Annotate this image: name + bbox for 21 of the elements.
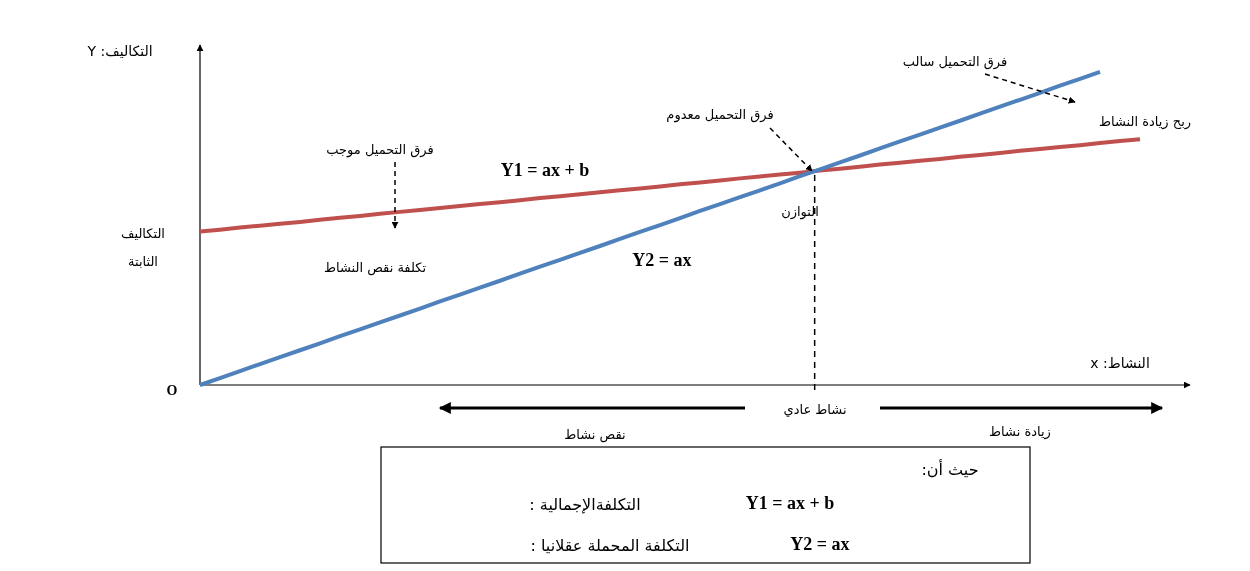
- x-axis-title: النشاط: x: [1090, 355, 1150, 371]
- text: Y2 = ax: [790, 534, 850, 555]
- text: نشاط عادي: [783, 401, 847, 417]
- series-label: Y2 = ax: [632, 250, 692, 271]
- annotation: تكلفة نقص النشاط: [323, 259, 427, 276]
- text: نقص نشاط: [564, 426, 626, 443]
- text: التكلفةالإجمالية :: [529, 494, 641, 514]
- text: الثابتة: [128, 253, 158, 269]
- annotation: فرق التحميل معدوم: [666, 106, 774, 123]
- annotation: فرق التحميل موجب: [326, 141, 434, 158]
- annotation: ربح زيادة النشاط: [1098, 113, 1192, 130]
- text: التكاليف: [121, 225, 165, 241]
- text: Y1 = ax + b: [745, 493, 835, 514]
- text: زيادة نشاط: [989, 423, 1051, 440]
- text: التكلفة المحملة عقلانيا :: [530, 535, 690, 555]
- text: حيث أن:: [921, 458, 979, 479]
- series-label: Y1 = ax + b: [500, 160, 590, 181]
- annotation: التوازن: [781, 203, 819, 220]
- text: O: [166, 383, 178, 399]
- text: فرق التحميل سالب: [902, 53, 1008, 70]
- y-axis-title: التكاليف: Y: [86, 43, 153, 59]
